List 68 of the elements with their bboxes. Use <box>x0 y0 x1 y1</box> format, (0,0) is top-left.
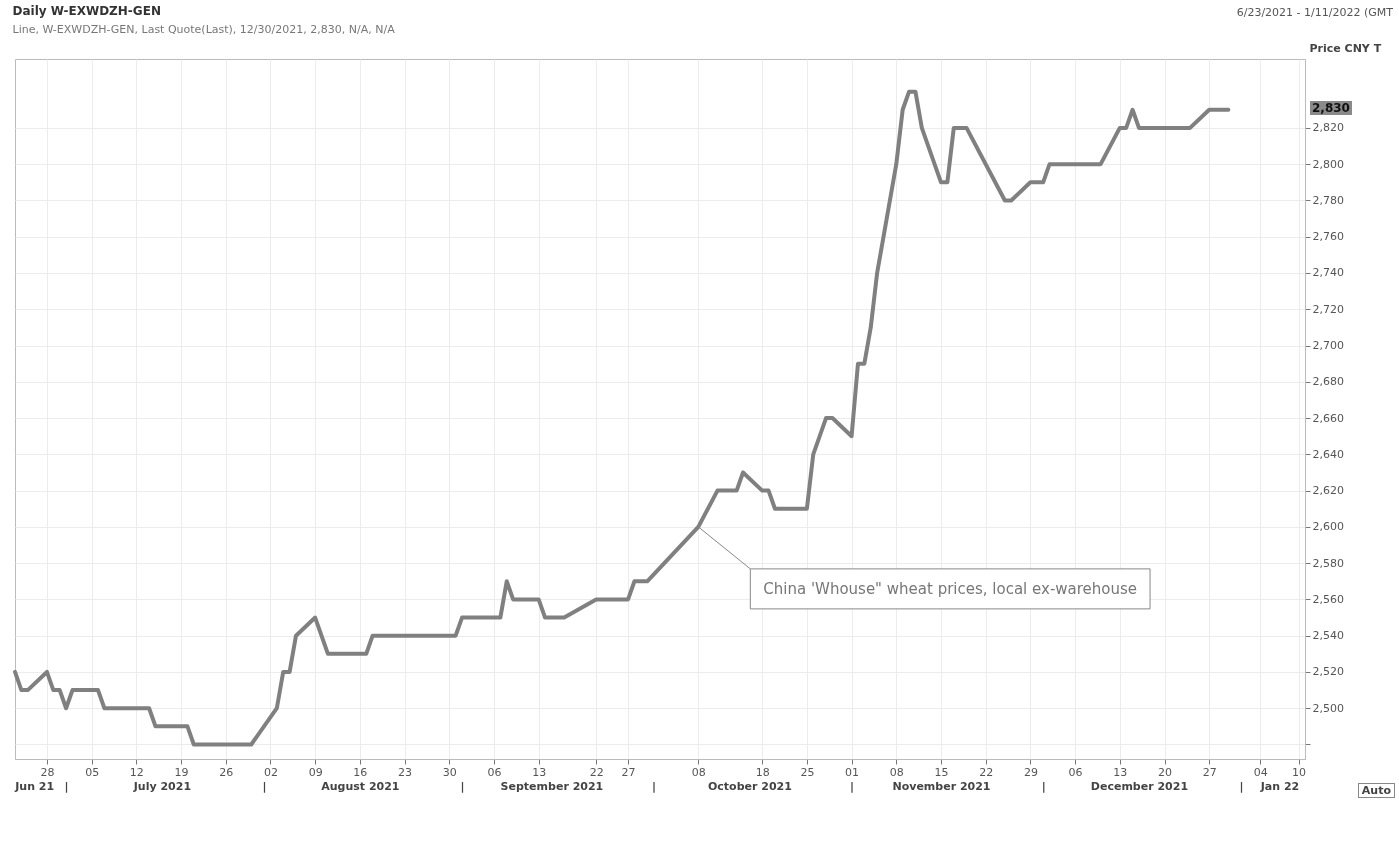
x-tick-label: 01 <box>845 765 860 779</box>
y-tick-label: 2,740 <box>1312 266 1344 280</box>
x2-tick-label: October 2021 <box>707 779 792 793</box>
x-tick-label: 27 <box>621 765 636 779</box>
x-tick-label: 27 <box>1202 765 1217 779</box>
y-axis-title: Price CNY T <box>1309 41 1382 55</box>
x-tick-label: 16 <box>353 765 368 779</box>
x-tick-label: 09 <box>308 765 323 779</box>
x2-tick-label: | <box>262 779 267 793</box>
x-tick-label: 23 <box>398 765 413 779</box>
x2-tick-label: | <box>652 779 657 793</box>
x2-tick-label: | <box>64 779 69 793</box>
x2-tick-label: Jun 21 <box>14 779 55 793</box>
x-tick-label: 13 <box>1113 765 1128 779</box>
y-tick-label: 2,820 <box>1312 121 1344 135</box>
x-tick-label: 29 <box>1023 765 1038 779</box>
x2-tick-label: December 2021 <box>1090 779 1189 793</box>
line-series <box>13 89 1231 747</box>
y-tick-label: 2,600 <box>1312 520 1344 534</box>
x-tick-label: 06 <box>1068 765 1083 779</box>
x-tick-label: 30 <box>442 765 457 779</box>
y-tick-label: 2,620 <box>1312 484 1344 498</box>
x-tick-label: 08 <box>691 765 706 779</box>
x-tick-label: 22 <box>589 765 604 779</box>
x2-tick-label: August 2021 <box>321 779 400 793</box>
x-tick-label: 22 <box>979 765 994 779</box>
chart-subtitle: Line, W-EXWDZH-GEN, Last Quote(Last), 12/30/2021, 2,830, N/A, N/A <box>12 22 396 36</box>
x2-tick-label: November 2021 <box>892 779 991 793</box>
y-tick-label: 2,640 <box>1312 447 1344 461</box>
y-tick-label: 2,660 <box>1312 411 1344 425</box>
y-tick-label: 2,520 <box>1312 665 1344 679</box>
x-tick-label: 13 <box>532 765 547 779</box>
x-tick-label: 06 <box>487 765 502 779</box>
x2-tick-label: | <box>1041 779 1046 793</box>
y-tick-label: 2,500 <box>1312 701 1344 715</box>
x-tick-label: 05 <box>85 765 100 779</box>
x-tick-label: 26 <box>219 765 234 779</box>
x-tick-label: 15 <box>934 765 949 779</box>
y-tick-label: 2,720 <box>1312 302 1344 316</box>
y-tick-label: 2,580 <box>1312 556 1344 570</box>
y-tick-label: 2,560 <box>1312 592 1344 606</box>
annotation: China 'Whouse" wheat prices, local ex-warehouse <box>763 579 1138 598</box>
x2-tick-label: Jan 22 <box>1259 779 1300 793</box>
x2-tick-label: July 2021 <box>132 779 192 793</box>
y-tick-label: 2,780 <box>1312 193 1344 207</box>
y-tick-label: 2,680 <box>1312 375 1344 389</box>
x2-tick-label: September 2021 <box>500 779 604 793</box>
y-tick-label: 2,800 <box>1312 157 1344 171</box>
chart-title: Daily W-EXWDZH-GEN <box>12 3 161 18</box>
text: 2,830 <box>1310 101 1352 115</box>
x-tick-label: 25 <box>800 765 815 779</box>
x2-tick-label: | <box>460 779 465 793</box>
x-tick-label: 02 <box>263 765 278 779</box>
y-tick-label: 2,700 <box>1312 339 1344 353</box>
x-tick-label: 04 <box>1253 765 1268 779</box>
x-tick-label: 10 <box>1292 765 1307 779</box>
y-tick-label: 2,540 <box>1312 629 1344 643</box>
x-tick-label: 20 <box>1158 765 1173 779</box>
text: 6/23/2021 - 1/11/2022 (GMT <box>1236 6 1393 19</box>
x2-tick-label: | <box>1239 779 1244 793</box>
y-tick-label: 2,760 <box>1312 230 1344 244</box>
x2-tick-label: | <box>850 779 855 793</box>
text: Auto <box>1357 783 1395 798</box>
x-tick-label: 18 <box>755 765 770 779</box>
x-tick-label: 08 <box>889 765 904 779</box>
x-tick-label: 12 <box>129 765 144 779</box>
x-tick-label: 28 <box>40 765 55 779</box>
x-tick-label: 19 <box>174 765 189 779</box>
